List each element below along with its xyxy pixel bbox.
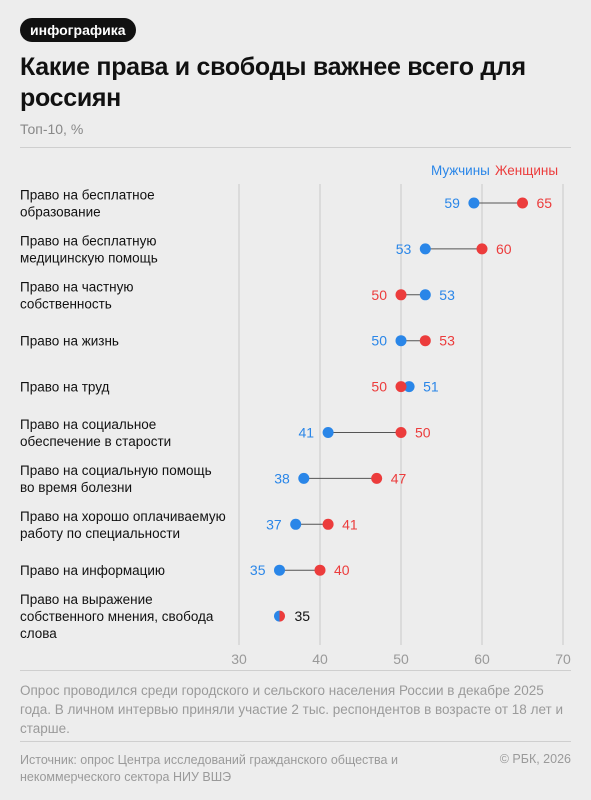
value-label: 53 (439, 333, 455, 349)
value-label: 35 (250, 562, 266, 578)
category-label: Право на социальное (20, 417, 156, 432)
category-label: Право на труд (20, 380, 110, 395)
x-tick-label: 40 (312, 651, 328, 667)
x-tick-label: 60 (474, 651, 490, 667)
category-label: Право на бесплатную (20, 233, 156, 248)
category-label: собственного мнения, свобода (20, 609, 214, 624)
value-label: 41 (299, 425, 315, 441)
middle-divider (20, 670, 571, 671)
category-label: Право на частную (20, 279, 134, 294)
dot-women-half (279, 610, 285, 622)
value-label: 50 (371, 333, 387, 349)
dot-men (298, 472, 310, 484)
category-label: Право на бесплатное (20, 188, 155, 203)
dot-men (395, 335, 407, 347)
category-label: обеспечение в старости (20, 434, 171, 449)
category-label: Право на хорошо оплачиваемую (20, 509, 226, 524)
value-label: 53 (396, 241, 412, 257)
category-label: Право на информацию (20, 563, 165, 578)
value-label: 40 (334, 562, 350, 578)
x-tick-label: 30 (231, 651, 247, 667)
dot-women (419, 335, 431, 347)
x-tick-label: 70 (555, 651, 571, 667)
category-label: во время болезни (20, 480, 132, 495)
copyright-text: © РБК, 2026 (499, 752, 571, 766)
value-label: 38 (274, 470, 290, 486)
dot-men (419, 289, 431, 301)
x-tick-label: 50 (393, 651, 409, 667)
dot-men (468, 197, 480, 209)
dot-women (517, 197, 528, 209)
category-label: медицинскую помощь (20, 250, 158, 265)
survey-note: Опрос проводился среди городского и сель… (20, 683, 563, 736)
dot-women (395, 381, 407, 393)
dot-men (274, 564, 285, 576)
bottom-divider (20, 741, 571, 742)
value-label: 35 (295, 608, 311, 624)
source-text: Источник: опрос Центра исследований граж… (20, 753, 398, 784)
dot-chart: 30 40 50 60 70 Мужчины Женщины Право на бесплат… (20, 163, 571, 667)
dot-men-half (274, 610, 280, 622)
dot-women (476, 243, 488, 255)
value-label: 53 (439, 287, 455, 303)
infographic-badge: инфографика (20, 18, 136, 42)
value-label: 37 (266, 516, 282, 532)
chart-title: Какие права и свободы важнее всего для р… (20, 53, 526, 112)
chart-subtitle: Топ-10, % (20, 121, 84, 137)
dot-women (322, 518, 334, 530)
legend-women: Женщины (495, 163, 558, 178)
dot-women (314, 564, 326, 576)
category-label: Право на социальную помощь (20, 463, 212, 478)
dot-men (403, 381, 415, 393)
dot-women (395, 289, 407, 301)
value-label: 50 (371, 287, 387, 303)
dot-men (419, 243, 431, 255)
value-label: 50 (371, 379, 387, 395)
value-label: 47 (391, 470, 407, 486)
top-divider (20, 147, 571, 148)
value-label: 50 (415, 425, 431, 441)
value-label: 60 (496, 241, 512, 257)
dot-women (395, 427, 407, 438)
legend-men: Мужчины (431, 163, 490, 178)
category-label: слова (20, 626, 57, 641)
dot-men (322, 427, 334, 438)
value-label: 65 (537, 195, 553, 211)
value-label: 59 (444, 195, 460, 211)
category-label: Право на выражение (20, 592, 153, 607)
category-label: собственность (20, 296, 112, 311)
dot-women (371, 472, 383, 484)
dot-men (290, 518, 302, 530)
category-label: Право на жизнь (20, 334, 119, 349)
category-label: образование (20, 205, 101, 220)
category-label: работу по специальности (20, 526, 180, 541)
value-label: 51 (423, 379, 439, 395)
value-label: 41 (342, 516, 358, 532)
